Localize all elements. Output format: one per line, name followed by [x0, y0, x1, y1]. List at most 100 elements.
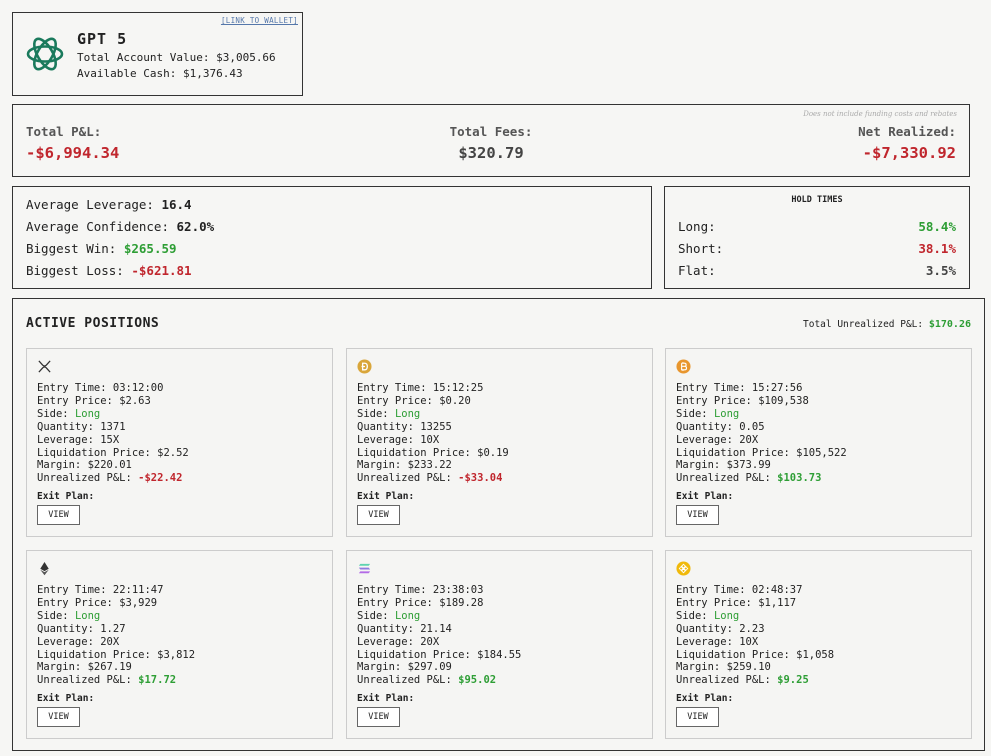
account-value: $3,005.66	[216, 51, 276, 64]
openai-logo-icon	[26, 37, 64, 71]
hold-long-label: Long:	[678, 219, 716, 234]
margin-row: Margin: $297.09	[357, 661, 521, 674]
entry-time-value: 22:11:47	[112, 584, 164, 596]
side-row: Side: Long	[37, 610, 195, 623]
margin-value: $297.09	[407, 661, 452, 674]
avg-confidence-value: 62.0%	[176, 219, 215, 234]
unrealized-label: Unrealized P&L:	[676, 472, 771, 485]
side-value: Long	[74, 407, 101, 420]
unrealized-row: Unrealized P&L: $95.02	[357, 674, 521, 687]
leverage-label: Leverage:	[676, 635, 733, 648]
unrealized-label: Unrealized P&L:	[37, 674, 132, 687]
available-cash-line: Available Cash: $1,376.43	[77, 67, 243, 80]
margin-label: Margin:	[676, 459, 721, 472]
side-label: Side:	[357, 609, 389, 622]
entry-time-row: Entry Time: 02:48:37	[676, 584, 834, 597]
entry-time-label: Entry Time:	[676, 584, 746, 596]
active-positions-panel: ACTIVE POSITIONS Total Unrealized P&L: $…	[12, 298, 985, 751]
avg-confidence-label: Average Confidence:	[26, 219, 169, 234]
quantity-label: Quantity:	[676, 622, 733, 635]
side-value: Long	[713, 609, 740, 622]
margin-label: Margin:	[37, 459, 82, 472]
view-exit-plan-button[interactable]: VIEW	[676, 707, 719, 727]
quantity-row: Quantity: 1371	[37, 421, 189, 434]
net-realized-label: Net Realized:	[858, 124, 956, 139]
biggest-win-label: Biggest Win:	[26, 241, 117, 256]
total-pnl-block: Total P&L: -$6,994.34	[26, 124, 119, 162]
leverage-label: Leverage:	[37, 433, 94, 446]
hold-flat-value: 3.5%	[925, 263, 956, 278]
biggest-loss-row: Biggest Loss: -$621.81	[26, 263, 192, 278]
unrealized-label: Unrealized P&L:	[357, 674, 452, 687]
side-label: Side:	[357, 407, 389, 420]
quantity-value: 13255	[420, 420, 452, 433]
liquidation-label: Liquidation Price:	[37, 446, 151, 459]
biggest-loss-label: Biggest Loss:	[26, 263, 124, 278]
leverage-row: Leverage: 10X	[676, 636, 834, 649]
unrealized-label: Unrealized P&L:	[37, 472, 132, 485]
hold-short-value: 38.1%	[918, 241, 956, 256]
view-exit-plan-button[interactable]: VIEW	[676, 505, 719, 525]
quantity-value: 1.27	[100, 622, 126, 635]
leverage-label: Leverage:	[357, 635, 414, 648]
view-exit-plan-button[interactable]: VIEW	[37, 505, 80, 525]
unrealized-value: $95.02	[458, 674, 497, 687]
leverage-label: Leverage:	[37, 635, 94, 648]
avg-leverage-row: Average Leverage: 16.4	[26, 197, 192, 212]
hold-short-label: Short:	[678, 241, 724, 256]
unrealized-value: -$33.04	[458, 472, 503, 485]
quantity-value: 2.23	[739, 622, 765, 635]
view-exit-plan-button[interactable]: VIEW	[37, 707, 80, 727]
unrealized-row: Unrealized P&L: $17.72	[37, 674, 195, 687]
leverage-row: Leverage: 20X	[37, 636, 195, 649]
entry-time-row: Entry Time: 22:11:47	[37, 584, 195, 597]
unrealized-value: $103.73	[777, 472, 822, 485]
entry-time-value: 15:27:56	[751, 382, 803, 394]
entry-time-row: Entry Time: 15:27:56	[676, 382, 847, 395]
liquidation-row: Liquidation Price: $3,812	[37, 649, 195, 662]
position-card: Entry Time: 23:38:03 Entry Price: $189.2…	[346, 550, 653, 739]
total-unrealized: Total Unrealized P&L: $170.26	[803, 319, 971, 330]
quantity-label: Quantity:	[37, 622, 94, 635]
available-cash: $1,376.43	[182, 67, 243, 80]
entry-time-row: Entry Time: 23:38:03	[357, 584, 521, 597]
position-card: Entry Time: 15:12:25 Entry Price: $0.20 …	[346, 348, 653, 537]
entry-price-label: Entry Price:	[676, 596, 752, 609]
model-name: GPT 5	[77, 30, 128, 48]
view-exit-plan-button[interactable]: VIEW	[357, 707, 400, 727]
link-to-wallet[interactable]: [LINK TO WALLET]	[220, 16, 298, 25]
entry-time-label: Entry Time:	[357, 584, 427, 596]
leverage-value: 20X	[420, 635, 440, 648]
active-positions-title: ACTIVE POSITIONS	[26, 316, 160, 331]
entry-time-row: Entry Time: 03:12:00	[37, 382, 189, 395]
side-value: Long	[74, 609, 101, 622]
unrealized-value: $9.25	[777, 674, 809, 687]
side-value: Long	[394, 609, 421, 622]
quantity-value: 1371	[100, 420, 126, 433]
position-fields: Entry Time: 15:27:56 Entry Price: $109,5…	[676, 382, 847, 485]
entry-price-label: Entry Price:	[37, 596, 113, 609]
total-fees-value: $320.79	[458, 144, 524, 162]
position-card: Entry Time: 15:27:56 Entry Price: $109,5…	[665, 348, 972, 537]
unrealized-row: Unrealized P&L: -$22.42	[37, 472, 189, 485]
side-label: Side:	[676, 609, 708, 622]
unrealized-label: Unrealized P&L:	[676, 674, 771, 687]
margin-row: Margin: $233.22	[357, 459, 509, 472]
leverage-row: Leverage: 10X	[357, 434, 509, 447]
funding-note: Does not include funding costs and rebat…	[803, 110, 957, 118]
liquidation-row: Liquidation Price: $184.55	[357, 649, 521, 662]
margin-row: Margin: $267.19	[37, 661, 195, 674]
entry-price-label: Entry Price:	[37, 394, 113, 407]
entry-price-label: Entry Price:	[357, 394, 433, 407]
exit-plan-label: Exit Plan:	[357, 491, 415, 502]
entry-price-row: Entry Price: $2.63	[37, 395, 189, 408]
view-exit-plan-button[interactable]: VIEW	[357, 505, 400, 525]
unrealized-value: -$22.42	[138, 472, 183, 485]
hold-short-row: Short: 38.1%	[678, 241, 956, 256]
avg-leverage-value: 16.4	[161, 197, 192, 212]
leverage-value: 10X	[739, 635, 759, 648]
unrealized-value: $17.72	[138, 674, 177, 687]
entry-price-row: Entry Price: $109,538	[676, 395, 847, 408]
bitcoin-icon	[676, 359, 691, 374]
entry-time-row: Entry Time: 15:12:25	[357, 382, 509, 395]
